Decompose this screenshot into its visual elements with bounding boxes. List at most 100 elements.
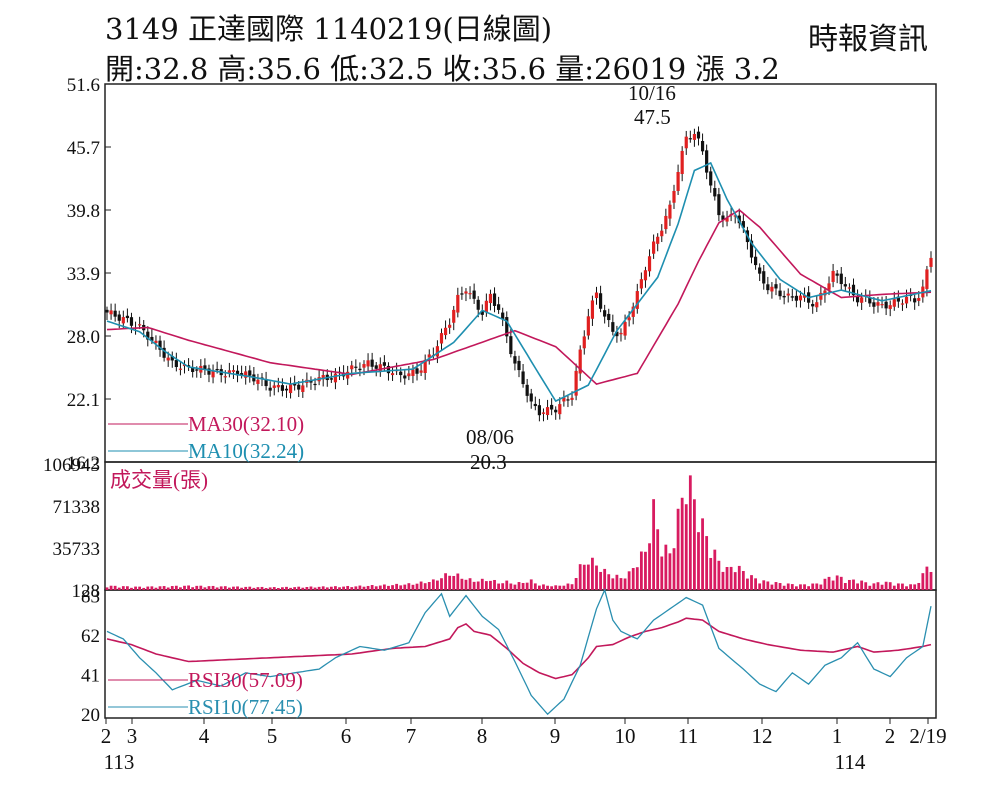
candle-body [174,360,178,368]
volume-bar [301,587,305,590]
candle-body [443,327,448,336]
volume-bar [501,583,505,590]
volume-bar [423,583,427,590]
candle-body [423,359,427,373]
volume-bar [154,587,158,590]
volume-panel-title: 成交量(張) [110,468,208,492]
candle-body [574,370,578,396]
volume-bar [289,587,292,590]
candle-body [195,369,199,371]
price-tick-label: 45.7 [67,138,100,159]
volume-bar [162,586,166,590]
rsi10-legend-label: RSI10(77.45) [188,695,303,719]
candle-body [660,230,664,237]
candle-body [456,294,460,313]
volume-bar [305,586,309,590]
volume-bar [134,586,137,590]
candle-body [121,317,125,324]
volume-bar [611,578,615,590]
x-tick-label: 2 [885,724,896,748]
volume-bar [925,566,929,590]
ma10-legend-label: MA10(32.24) [188,439,304,463]
candle-body [186,365,191,367]
volume-bar [929,571,933,590]
volume-bar [354,586,358,590]
candle-body [860,297,864,303]
volume-bar [635,567,639,590]
candle-body [705,150,709,173]
candle-body [407,373,411,377]
volume-bar [285,586,288,590]
volume-bar [705,536,709,590]
volume-bar [546,585,549,590]
volume-bar [872,583,876,590]
candle-body [835,273,839,276]
ma30-legend-label: MA30(32.10) [188,412,304,436]
candle-body [770,286,774,292]
volume-bar [831,580,835,590]
candle-body [749,240,754,258]
volume-bar [374,586,378,590]
volume-bar [350,587,354,590]
candle-body [692,134,697,140]
volume-bar [537,585,541,590]
x-tick-label: 2 [101,724,112,748]
candle-body [594,292,599,299]
price-tick-label: 39.8 [67,201,100,222]
volume-bar [170,586,174,590]
volume-bar [358,585,362,590]
candle-body [146,331,150,340]
volume-bar [680,497,684,590]
candle-body [403,375,407,379]
volume-bar [378,585,382,590]
volume-bar [240,587,244,590]
rsi-panel-frame [104,589,937,719]
x-tick-label: 11 [678,724,698,748]
candle-body [929,257,933,267]
volume-bar [884,581,888,590]
volume-bar [750,575,753,590]
volume-bar [260,586,264,590]
candle-body [664,215,668,230]
candle-body [158,340,162,350]
candle-body [460,293,464,295]
volume-bar [509,583,513,590]
candle-body [647,256,652,272]
candle-body [472,290,476,299]
rsi-tick-label: 83 [81,587,100,608]
candle-body [313,383,317,386]
volume-bar [338,587,341,590]
volume-bar [362,586,366,590]
volume-bar [827,576,831,590]
candle-body [354,366,358,368]
price-panel-frame [104,83,937,463]
volume-bar [183,585,186,590]
candle-body [378,364,382,372]
volume-bar [652,499,656,590]
volume-bar [868,585,872,590]
candle-body [488,293,493,304]
candle-body [554,409,558,413]
candle-body [917,298,921,301]
candle-body [782,295,786,298]
candle-body [170,355,174,361]
volume-bar [325,587,329,590]
candle-body [448,324,452,328]
volume-bar [554,585,558,590]
candle-body [227,370,231,374]
candle-body [566,399,570,401]
price-tick-label: 51.6 [67,75,100,96]
candle-body [366,360,370,367]
volume-bar [852,579,855,590]
candle-body [223,376,227,378]
candle-body [892,299,896,307]
candle-body [468,293,472,295]
volume-bar [395,583,399,590]
candle-body [562,397,566,402]
volume-bar [117,587,121,590]
candle-body [464,291,468,294]
candle-body [725,218,729,222]
candle-body [178,368,183,370]
candle-body [831,270,835,282]
candle-body [452,309,456,323]
